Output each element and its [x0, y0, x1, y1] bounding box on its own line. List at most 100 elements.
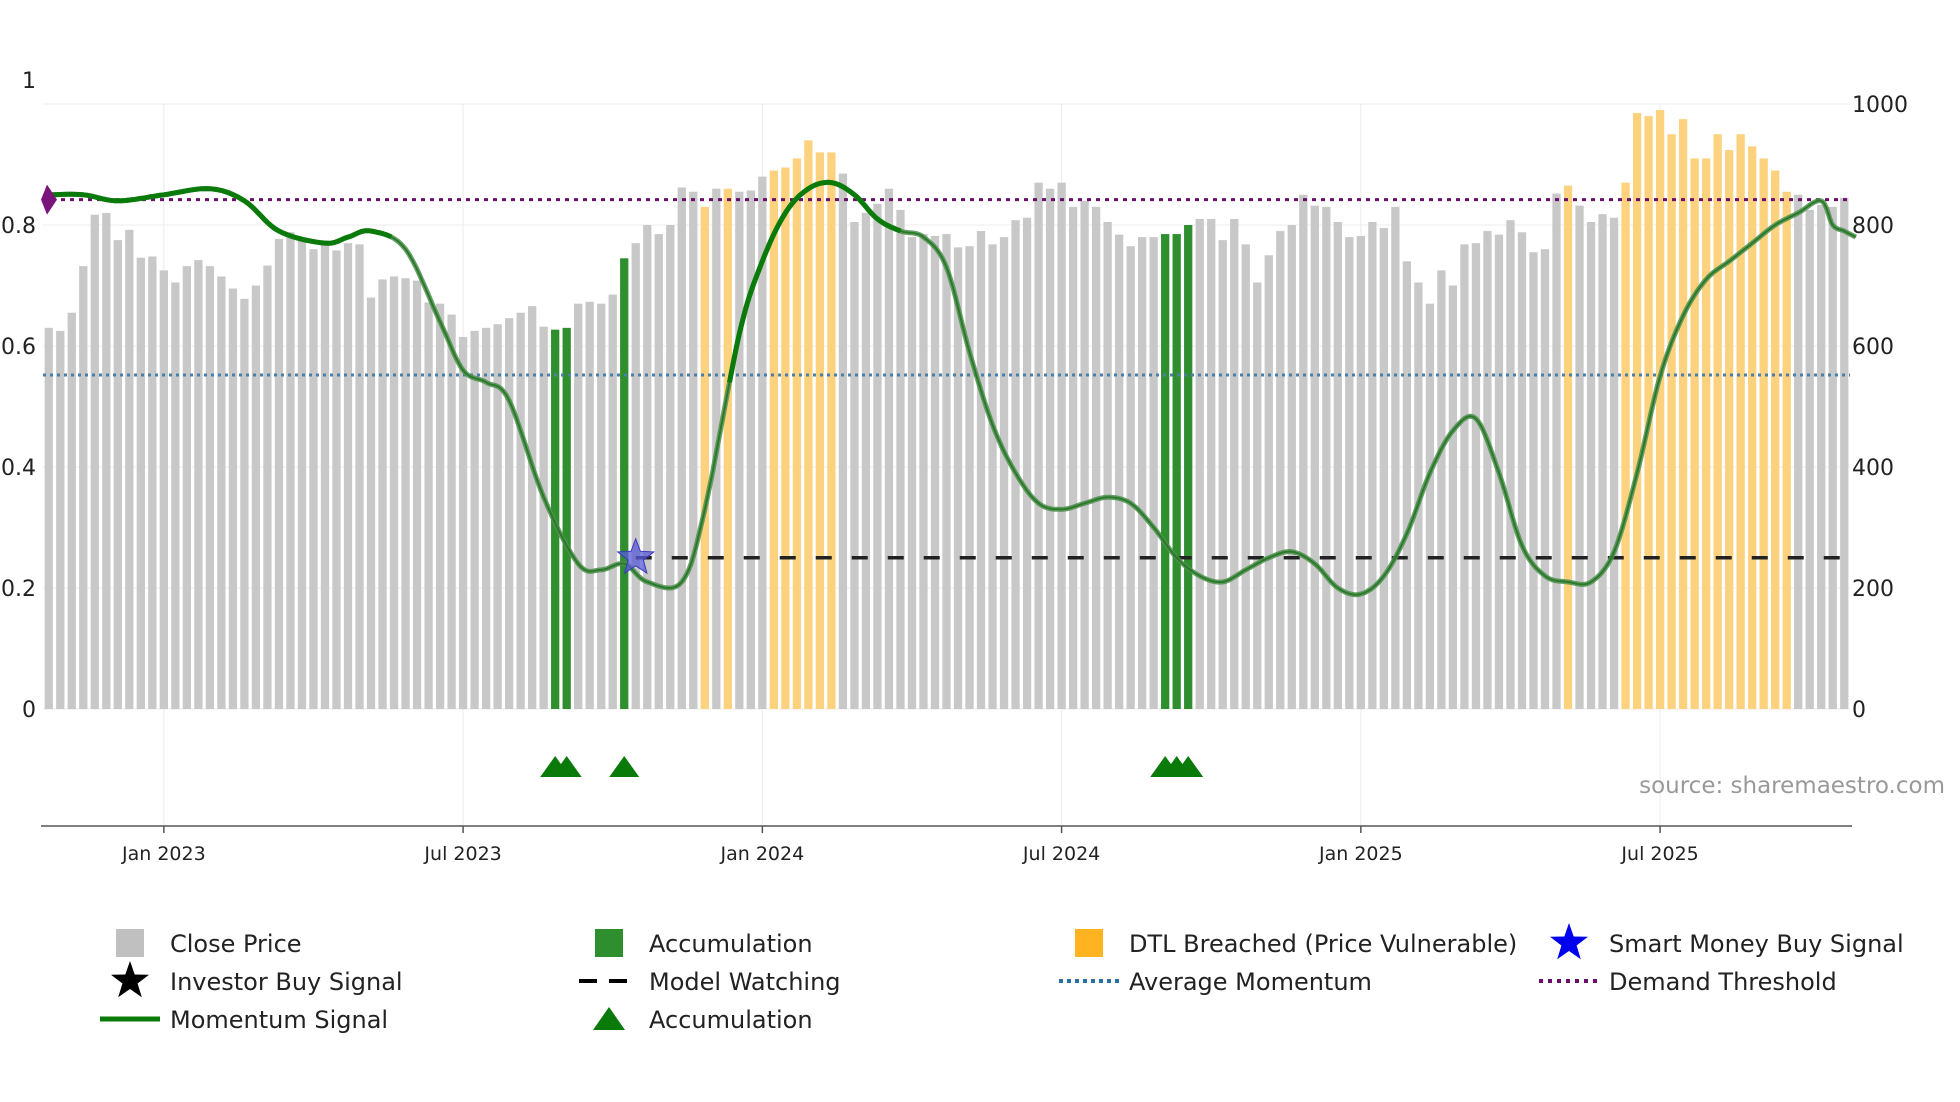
close-price-bar — [999, 237, 1009, 709]
close-price-bar — [896, 209, 905, 709]
legend-item-accumulation-marker: Accumulation — [593, 1006, 813, 1034]
close-price-bar — [758, 176, 767, 710]
close-price-bar — [1471, 243, 1481, 709]
dtl-breached-bar — [815, 152, 825, 709]
close-price-bar — [1805, 209, 1814, 709]
close-price-bar — [1322, 206, 1331, 709]
close-price-bar — [1207, 218, 1216, 709]
accumulation-marker — [609, 756, 640, 777]
legend-item-momentum-signal: Momentum Signal — [100, 1006, 388, 1034]
close-price-bar — [113, 240, 122, 709]
close-price-bar — [1068, 206, 1078, 709]
dtl-breached-bar — [1621, 182, 1630, 709]
close-price-bar — [171, 282, 180, 709]
legend-item-accumulation-bar: Accumulation — [595, 929, 813, 958]
close-price-bar — [1091, 206, 1101, 709]
close-price-bar — [343, 243, 353, 709]
close-price-bar — [240, 298, 249, 709]
legend-label: Average Momentum — [1129, 968, 1372, 996]
dtl-breached-bar — [781, 167, 790, 709]
dtl-breached-bar — [723, 188, 732, 709]
x-tick-label: Jan 2024 — [720, 843, 805, 865]
close-price-bar — [1598, 214, 1607, 710]
close-price-bar — [447, 314, 456, 709]
close-price-bar — [1114, 234, 1124, 709]
accumulation-bar — [1184, 225, 1193, 709]
close-price-bar — [746, 190, 755, 709]
close-price-bar — [1402, 261, 1412, 709]
chart-lines — [43, 179, 1858, 598]
close-price-bar — [320, 244, 330, 710]
legend-label: Investor Buy Signal — [170, 968, 403, 996]
close-price-bar — [56, 330, 65, 709]
legend-item-close-price: Close Price — [116, 929, 302, 958]
dtl-breached-bar — [1771, 170, 1780, 710]
close-price-bar — [458, 336, 468, 709]
close-price-bar — [1103, 221, 1112, 709]
close-price-bar — [159, 270, 168, 709]
close-price-bar — [1794, 194, 1803, 709]
close-price-bar — [1057, 182, 1066, 709]
close-price-bar — [1368, 221, 1377, 709]
close-price-bar — [251, 285, 261, 709]
legend-label: Accumulation — [649, 1006, 813, 1034]
close-price-bar — [1126, 246, 1135, 710]
close-price-bar — [481, 327, 491, 709]
dtl-breached-bar — [1748, 146, 1757, 710]
close-price-bar — [1483, 231, 1492, 710]
close-price-bar — [919, 234, 928, 709]
legend-item-smart-money-buy: Smart Money Buy Signal — [1550, 923, 1904, 960]
close-price-bar — [1149, 237, 1158, 709]
close-price-bar — [1195, 218, 1204, 709]
close-price-bar — [1310, 205, 1319, 709]
dtl-breached-bar — [700, 206, 709, 709]
close-price-bar — [435, 303, 445, 709]
close-price-bar — [366, 297, 376, 709]
left-tick-label: 0.6 — [1, 335, 36, 360]
dtl-breached-bar — [1725, 149, 1734, 710]
close-price-bar — [1230, 218, 1239, 709]
close-price-bar — [79, 266, 88, 709]
momentum-signal-line — [48, 186, 393, 246]
close-price-bar — [1011, 220, 1020, 709]
close-price-bar — [389, 276, 399, 709]
smart-money-buy-star — [616, 537, 656, 575]
legend-star-icon — [1550, 923, 1588, 960]
close-price-bar — [1264, 255, 1273, 709]
left-tick-label: 1 — [22, 69, 36, 94]
momentum-signal-line-core — [48, 181, 1857, 596]
dtl-breached-bar — [1759, 158, 1768, 709]
close-price-bar — [1817, 205, 1826, 709]
close-price-bar — [838, 173, 848, 709]
close-price-bar — [274, 238, 284, 710]
legend-label: Momentum Signal — [170, 1006, 388, 1034]
dtl-breached-bar — [1713, 134, 1722, 709]
close-price-bar — [1575, 205, 1584, 709]
close-price-bar — [1045, 188, 1055, 709]
right-tick-label: 600 — [1852, 335, 1894, 360]
dtl-breached-bar — [1782, 191, 1791, 710]
accumulation-marker — [1173, 756, 1204, 777]
close-price-bar — [528, 306, 537, 709]
close-price-bar — [1609, 217, 1619, 710]
close-price-bar — [309, 249, 318, 709]
close-price-bar — [1529, 252, 1538, 709]
close-price-bar — [504, 318, 514, 709]
close-price-bar — [1356, 235, 1365, 709]
close-price-bar — [378, 279, 387, 709]
close-price-bar — [677, 187, 686, 710]
close-price-bar — [493, 324, 502, 709]
close-price-bar — [1276, 231, 1285, 710]
close-price-bar — [907, 237, 917, 709]
close-price-bar — [861, 212, 871, 709]
close-price-bar — [1517, 232, 1527, 709]
dtl-breached-bar — [827, 152, 836, 709]
dtl-breached-bar — [792, 158, 802, 709]
legend-star-icon — [111, 961, 149, 998]
close-price-bar — [1425, 303, 1435, 709]
dtl-breached-bar — [1736, 134, 1745, 709]
close-price-bar — [332, 250, 341, 709]
close-price-bar — [1218, 240, 1227, 709]
left-tick-label: 0.2 — [1, 577, 36, 602]
close-price-bar — [67, 312, 76, 709]
